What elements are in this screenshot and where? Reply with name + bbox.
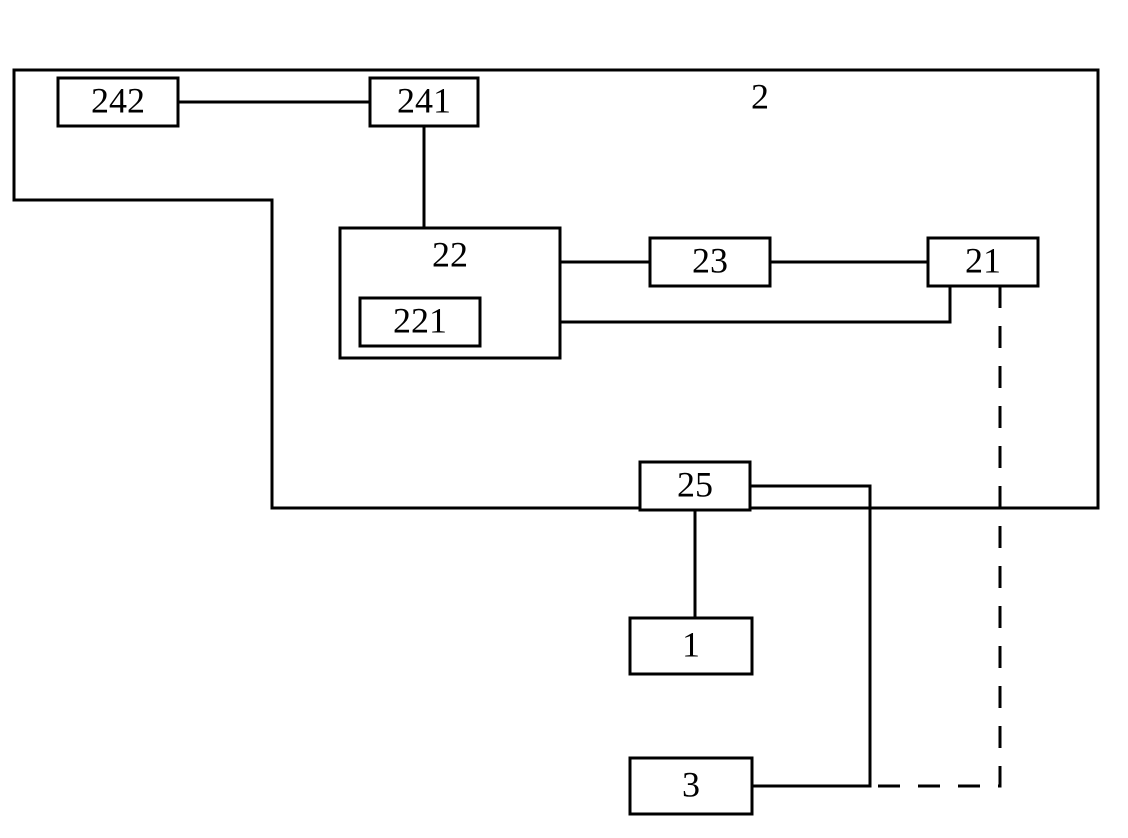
node-221-label: 221: [393, 300, 447, 340]
node-21-label: 21: [965, 240, 1001, 280]
node-22-label: 22: [432, 234, 468, 274]
node-1-label: 1: [682, 624, 700, 664]
node-3-label: 3: [682, 764, 700, 804]
node-23-label: 23: [692, 240, 728, 280]
edge-25-3: [750, 486, 870, 786]
container-outer-label: 2: [751, 76, 769, 116]
node-242-label: 242: [91, 80, 145, 120]
node-241-label: 241: [397, 80, 451, 120]
node-25-label: 25: [677, 464, 713, 504]
